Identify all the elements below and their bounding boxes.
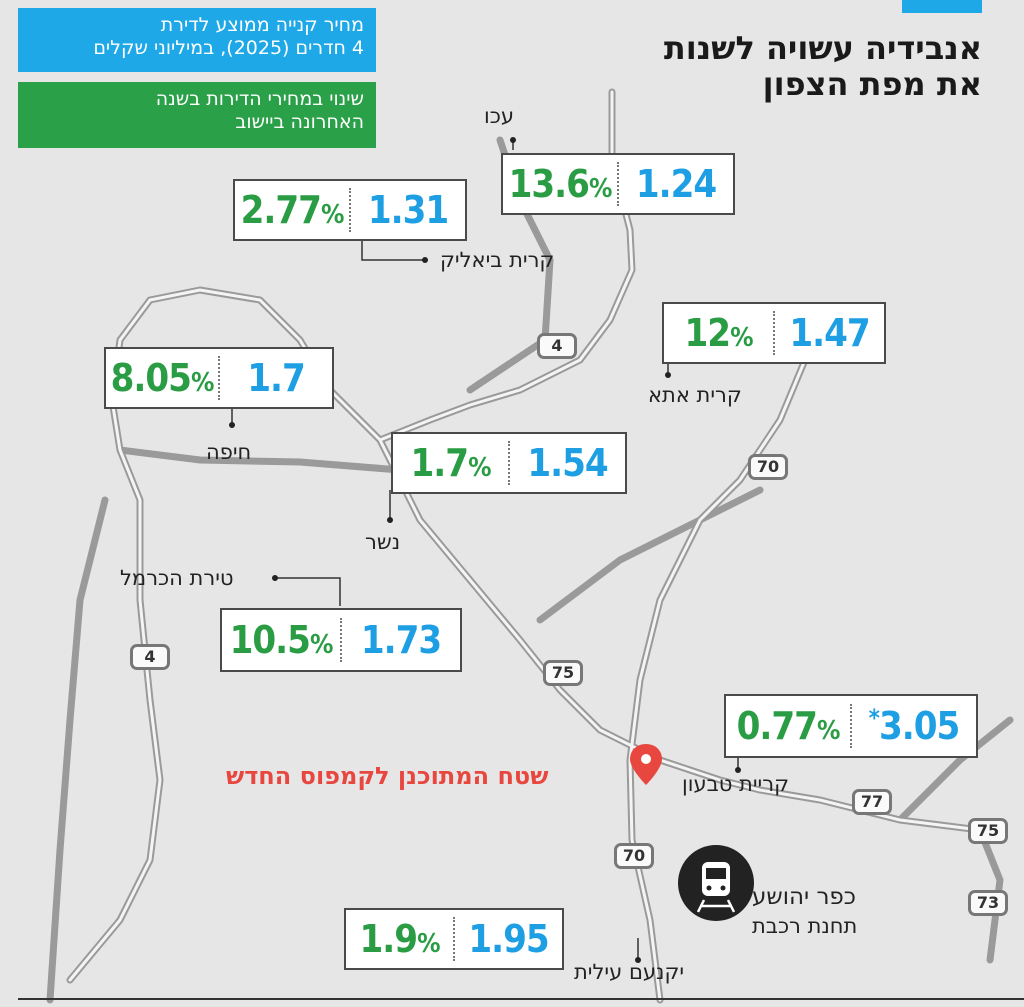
city-box-kiryat-tivon: 0.77% *3.05 [724, 694, 978, 758]
city-label-tirat-carmel: טירת הכרמל [120, 566, 234, 590]
change-value: 2.77% [240, 188, 345, 232]
train-station-name: כפר יהושע [752, 884, 856, 910]
price-value: 1.31 [349, 188, 465, 232]
city-box-tirat-carmel: 10.5% 1.73 [220, 608, 462, 672]
price-value: 1.47 [773, 311, 884, 355]
headline: אנבידיה עשויה לשנות את מפת הצפון [562, 30, 982, 102]
change-value: 0.77% [736, 704, 841, 748]
city-label-kiryat-bialik: קרית ביאליק [440, 248, 555, 272]
city-label-akko: עכו [484, 104, 514, 128]
leader-line [275, 577, 341, 606]
headline-line1: אנבידיה עשויה לשנות [663, 29, 982, 67]
city-label-kiryat-tivon: קריית טבעון [682, 772, 789, 796]
price-value: 1.7 [218, 356, 332, 400]
road [896, 716, 1014, 824]
road-shield: 4 [130, 644, 170, 670]
map-pin-icon [630, 744, 662, 785]
road [536, 486, 764, 624]
road [976, 826, 1004, 964]
leader-line [361, 240, 425, 261]
city-box-akko: 13.6% 1.24 [501, 153, 735, 215]
road-shield: 70 [748, 454, 788, 480]
road-shield: 70 [614, 843, 654, 869]
road-shield: 75 [543, 660, 583, 686]
change-value: 8.05% [110, 356, 215, 400]
change-value: 1.9% [359, 917, 441, 961]
city-box-yokneam-illit: 1.9% 1.95 [344, 908, 564, 970]
change-value: 10.5% [229, 618, 334, 662]
price-value: *3.05 [850, 704, 976, 748]
city-label-haifa: חיפה [206, 440, 252, 464]
legend-change-line2: האחרונה ביישוב [235, 111, 364, 133]
road-shield: 4 [537, 333, 577, 359]
city-box-haifa: 8.05% 1.7 [104, 347, 334, 409]
accent-bar [902, 0, 982, 13]
legend-change-line1: שינוי במחירי הדירות בשנה [155, 88, 364, 110]
legend-price: מחיר קנייה ממוצע לדירת 4 חדרים (2025), ב… [18, 8, 376, 72]
city-box-kiryat-ata: 12% 1.47 [662, 302, 886, 364]
train-icon [678, 845, 754, 921]
road-shield: 75 [968, 818, 1008, 844]
change-value: 1.7% [410, 441, 492, 485]
price-value: 1.54 [508, 441, 625, 485]
campus-label: שטח המתוכנן לקמפוס החדש [226, 762, 549, 790]
road [46, 496, 109, 1004]
price-value: 1.95 [453, 917, 562, 961]
change-value: 12% [684, 311, 753, 355]
legend-change: שינוי במחירי הדירות בשנה האחרונה ביישוב [18, 82, 376, 148]
city-label-yokneam-illit: יקנעם עילית [574, 960, 685, 984]
legend-price-line1: מחיר קנייה ממוצע לדירת [160, 14, 364, 36]
price-value: 1.24 [617, 162, 733, 206]
road-shield: 73 [968, 890, 1008, 916]
city-box-nesher: 1.7% 1.54 [391, 432, 627, 494]
change-value: 13.6% [508, 162, 613, 206]
city-label-kiryat-ata: קרית אתא [648, 383, 742, 407]
headline-line2: את מפת הצפון [762, 65, 982, 103]
city-label-nesher: נשר [365, 530, 401, 554]
road-shield: 77 [852, 789, 892, 815]
bottom-rule [18, 998, 1024, 1000]
city-box-kiryat-bialik: 2.77% 1.31 [233, 179, 467, 241]
legend-price-line2: 4 חדרים (2025), במיליוני שקלים [93, 37, 364, 59]
train-station-subtitle: תחנת רכבת [752, 914, 858, 938]
price-value: 1.73 [340, 618, 460, 662]
